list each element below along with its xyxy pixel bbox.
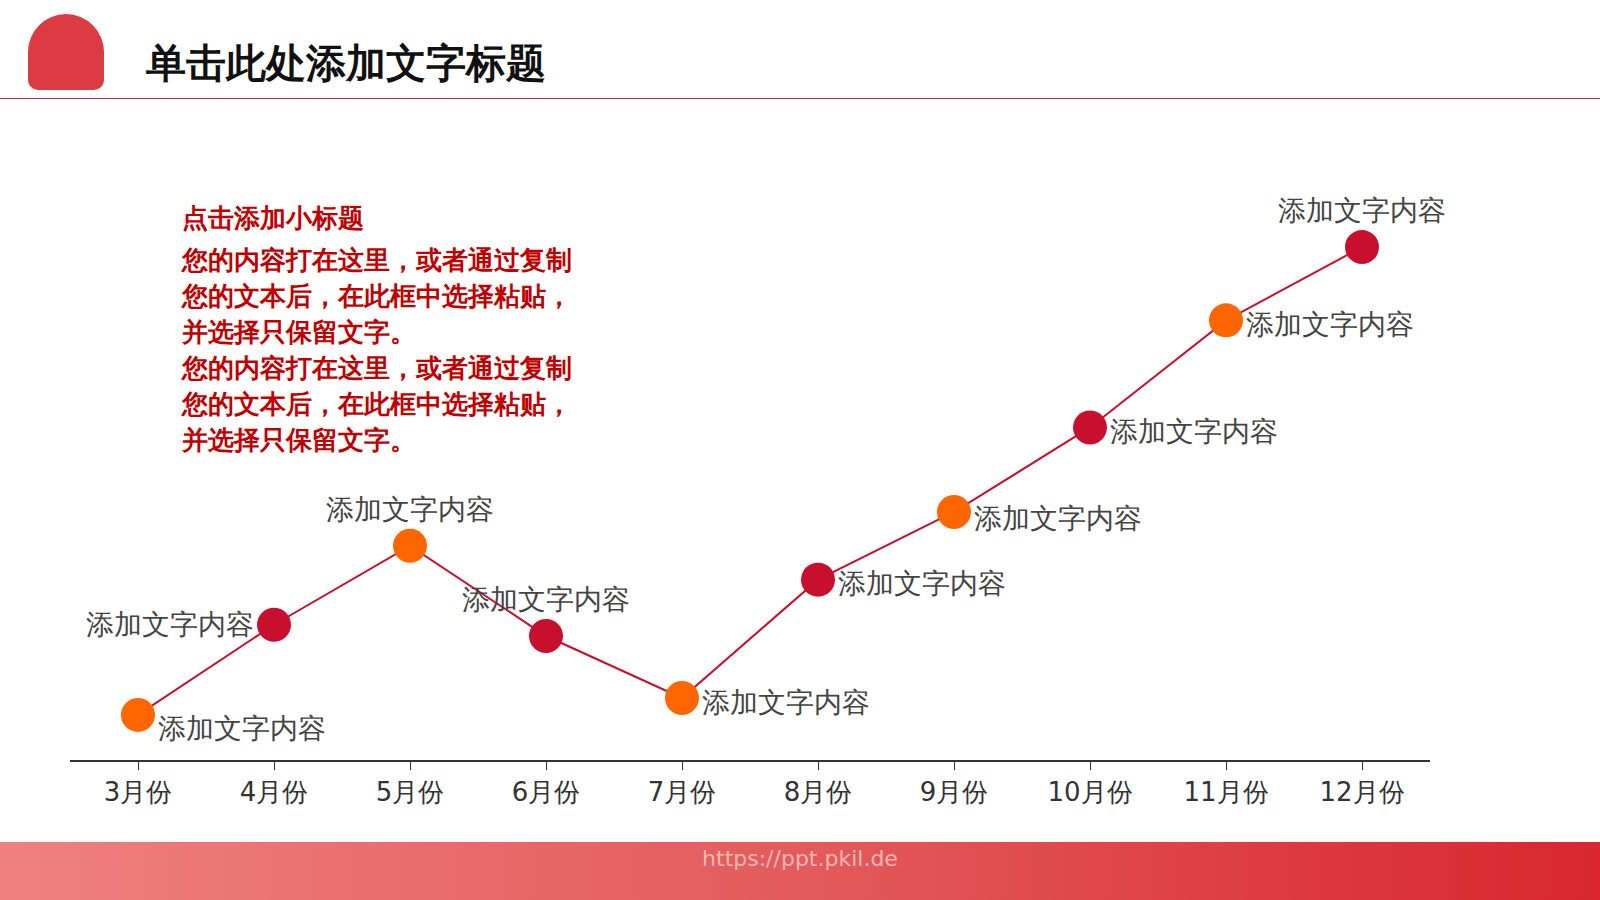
svg-text:添加文字内容: 添加文字内容 bbox=[86, 608, 254, 641]
svg-text:添加文字内容: 添加文字内容 bbox=[838, 567, 1006, 600]
html-text:并选择只保留文字。: 并选择只保留文字。 bbox=[182, 425, 416, 455]
svg-text:6月份: 6月份 bbox=[512, 777, 581, 807]
html-text:您的内容打在这里，或者通过复制: 您的内容打在这里，或者通过复制 bbox=[182, 353, 572, 383]
svg-text:10月份: 10月份 bbox=[1047, 777, 1132, 807]
html-text:您的文本后，在此框中选择粘贴，: 您的文本后，在此框中选择粘贴， bbox=[182, 281, 572, 311]
svg-text:添加文字内容: 添加文字内容 bbox=[1278, 194, 1446, 227]
svg-text:添加文字内容: 添加文字内容 bbox=[1246, 308, 1414, 341]
svg-text:添加文字内容: 添加文字内容 bbox=[1110, 415, 1278, 448]
svg-text:3月份: 3月份 bbox=[104, 777, 173, 807]
html-text:您的内容打在这里，或者通过复制: 您的内容打在这里，或者通过复制 bbox=[182, 245, 572, 275]
svg-text:8月份: 8月份 bbox=[784, 777, 853, 807]
svg-text:11月份: 11月份 bbox=[1183, 777, 1268, 807]
svg-text:添加文字内容: 添加文字内容 bbox=[462, 583, 630, 616]
svg-text:添加文字内容: 添加文字内容 bbox=[974, 502, 1142, 535]
svg-text:9月份: 9月份 bbox=[920, 777, 989, 807]
svg-text:添加文字内容: 添加文字内容 bbox=[326, 493, 494, 526]
svg-text:5月份: 5月份 bbox=[376, 777, 445, 807]
svg-text:添加文字内容: 添加文字内容 bbox=[158, 712, 326, 745]
html-text:并选择只保留文字。: 并选择只保留文字。 bbox=[182, 317, 416, 347]
html-text:您的文本后，在此框中选择粘贴，: 您的文本后，在此框中选择粘贴， bbox=[182, 389, 572, 419]
html-text:https://ppt.pkil.de: https://ppt.pkil.de bbox=[702, 846, 898, 871]
html-text:点击添加小标题: 点击添加小标题 bbox=[182, 203, 364, 233]
svg-text:7月份: 7月份 bbox=[648, 777, 717, 807]
svg-text:4月份: 4月份 bbox=[240, 777, 309, 807]
svg-text:12月份: 12月份 bbox=[1319, 777, 1404, 807]
html-text:单击此处添加文字标题: 单击此处添加文字标题 bbox=[146, 40, 546, 86]
svg-text:添加文字内容: 添加文字内容 bbox=[702, 686, 870, 719]
